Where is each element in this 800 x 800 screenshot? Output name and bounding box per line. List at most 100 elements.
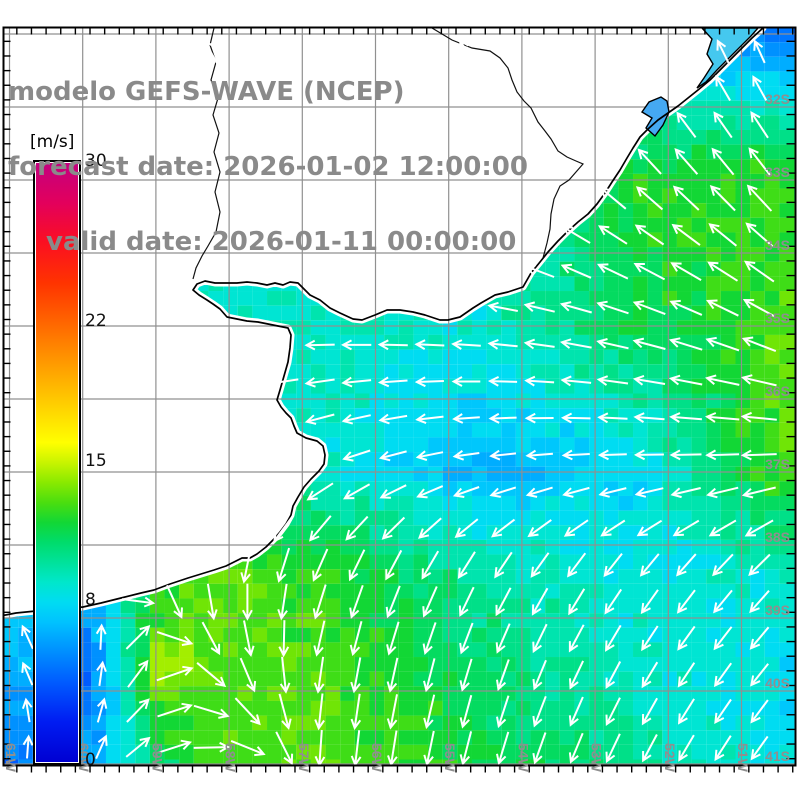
- speed-cell: [691, 466, 707, 482]
- speed-cell: [603, 657, 619, 672]
- speed-cell: [662, 173, 677, 189]
- speed-cell: [164, 642, 180, 658]
- speed-cell: [662, 159, 677, 174]
- speed-cell: [676, 627, 692, 643]
- speed-cell: [471, 686, 487, 701]
- speed-cell: [676, 291, 692, 306]
- speed-cell: [691, 217, 707, 233]
- speed-cell: [647, 495, 663, 511]
- speed-cell: [501, 686, 516, 701]
- speed-cell: [354, 715, 370, 731]
- speed-cell: [545, 598, 560, 614]
- speed-cell: [706, 730, 721, 745]
- speed-cell: [662, 422, 677, 438]
- speed-cell: [486, 510, 502, 526]
- speed-cell: [369, 613, 385, 628]
- speed-cell: [735, 510, 751, 526]
- speed-cell: [442, 422, 458, 438]
- speed-cell: [310, 554, 326, 570]
- speed-cell: [764, 144, 780, 160]
- speed-cell: [340, 686, 355, 701]
- speed-cell: [457, 364, 472, 379]
- speed-cell: [369, 349, 385, 365]
- speed-cell: [764, 129, 780, 145]
- speed-cell: [618, 173, 634, 189]
- speed-cell: [720, 466, 736, 482]
- speed-cell: [442, 715, 458, 731]
- speed-cell: [691, 408, 707, 423]
- speed-cell: [530, 627, 546, 643]
- wind-arrow: [523, 338, 555, 350]
- wind-arrow: [642, 38, 658, 64]
- speed-cell: [369, 393, 385, 409]
- speed-cell: [574, 686, 590, 701]
- speed-cell: [691, 422, 707, 438]
- wind-arrow: [242, 583, 253, 621]
- speed-cell: [574, 539, 590, 555]
- speed-cell: [281, 393, 297, 409]
- speed-cell: [647, 715, 663, 731]
- speed-cell: [574, 613, 590, 628]
- speed-cell: [545, 700, 560, 716]
- speed-cell: [310, 627, 326, 643]
- wind-arrow: [385, 585, 401, 619]
- speed-cell: [120, 730, 136, 745]
- speed-cell: [764, 217, 780, 233]
- wind-arrow: [748, 553, 771, 576]
- speed-cell: [18, 613, 33, 628]
- lon-tick-label: 59W: [149, 743, 165, 773]
- speed-cell: [369, 495, 385, 511]
- speed-cell: [164, 657, 180, 672]
- speed-cell: [501, 452, 516, 467]
- speed-cell: [603, 510, 619, 526]
- speed-cell: [559, 364, 575, 379]
- wind-arrow: [669, 449, 702, 461]
- speed-cell: [779, 510, 795, 526]
- wind-arrow: [709, 184, 736, 212]
- speed-cell: [179, 715, 194, 731]
- speed-cell: [764, 71, 780, 87]
- speed-cell: [267, 715, 282, 731]
- speed-cell: [559, 378, 575, 394]
- wind-arrow: [677, 625, 696, 651]
- speed-cell: [340, 554, 355, 570]
- speed-cell: [720, 144, 736, 160]
- speed-cell: [442, 408, 458, 423]
- speed-cell: [515, 627, 531, 643]
- speed-cell: [750, 276, 765, 292]
- speed-cell: [120, 613, 136, 628]
- speed-cell: [442, 393, 458, 409]
- speed-cell: [193, 613, 209, 628]
- speed-cell: [340, 320, 355, 335]
- wind-arrow: [562, 486, 590, 498]
- speed-cell: [413, 686, 429, 701]
- speed-cell: [501, 759, 516, 766]
- speed-cell: [764, 759, 780, 766]
- speed-cell: [223, 642, 238, 658]
- speed-cell: [252, 627, 268, 643]
- speed-cell: [252, 305, 268, 321]
- speed-cell: [633, 217, 648, 233]
- speed-cell: [369, 730, 385, 745]
- wind-arrow: [95, 623, 107, 650]
- speed-cell: [545, 261, 560, 277]
- wind-arrow: [459, 731, 473, 766]
- speed-cell: [574, 510, 590, 526]
- speed-cell: [735, 173, 751, 189]
- wind-arrow: [458, 586, 475, 617]
- wind-arrow: [278, 620, 290, 658]
- river-line: [431, 27, 584, 259]
- speed-cell: [603, 686, 619, 701]
- speed-cell: [252, 291, 268, 306]
- speed-cell: [18, 759, 33, 766]
- speed-cell: [603, 422, 619, 438]
- speed-cell: [545, 349, 560, 365]
- speed-cell: [296, 613, 311, 628]
- speed-cell: [530, 583, 546, 599]
- speed-cell: [369, 671, 385, 687]
- speed-cell: [369, 759, 385, 766]
- speed-cell: [398, 700, 414, 716]
- speed-cell: [369, 554, 385, 570]
- speed-cell: [398, 744, 414, 760]
